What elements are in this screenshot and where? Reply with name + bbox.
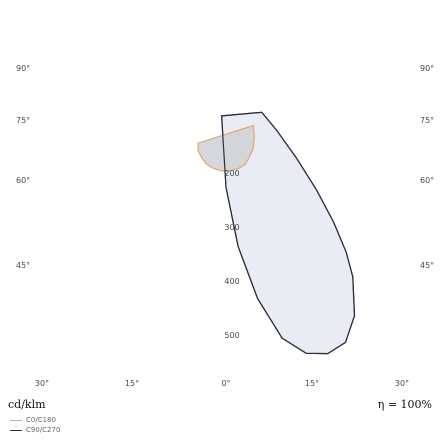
radial-label: 200	[224, 169, 239, 178]
angle-label-left: 60°	[16, 176, 30, 185]
angle-label-right: 60°	[420, 176, 434, 185]
angle-label-right: 90°	[420, 64, 434, 73]
angle-label-left: 90°	[16, 64, 30, 73]
series-curve-c0-c180	[197, 124, 255, 172]
angle-label-bottom: 15°	[125, 379, 139, 388]
angle-label-bottom: 30°	[395, 379, 409, 388]
legend-swatch-c90	[10, 429, 22, 431]
legend-label-c90: C90/C270	[26, 426, 61, 434]
angle-label-right: 45°	[420, 261, 434, 270]
legend-label-c0: C0/C180	[26, 416, 56, 424]
angle-label-bottom: 0°	[221, 379, 230, 388]
angle-label-left: 45°	[16, 261, 30, 270]
radial-label: 400	[224, 277, 239, 286]
unit-label: cd/klm	[8, 398, 46, 411]
efficiency-label: η = 100%	[377, 398, 432, 411]
angle-label-right: 75°	[420, 116, 434, 125]
angle-label-bottom: 15°	[305, 379, 319, 388]
chart-frame: 90° 75° 60° 45° 90° 75° 60° 45° 30° 15° 0° 15° 30° 20…	[6, 6, 434, 398]
angle-label-bottom: 30°	[35, 379, 49, 388]
radial-label: 300	[224, 223, 239, 232]
series-outline-c90-c270	[221, 111, 356, 355]
radial-label: 500	[224, 331, 239, 340]
polar-chart: 90° 75° 60° 45° 90° 75° 60° 45° 30° 15° 0° 15° 30° 20…	[16, 64, 434, 388]
angle-label-left: 75°	[16, 116, 30, 125]
legend-swatch-c0	[10, 419, 22, 421]
legend-item-c0: C0/C180	[10, 416, 56, 424]
legend-item-c90: C90/C270	[10, 426, 60, 434]
